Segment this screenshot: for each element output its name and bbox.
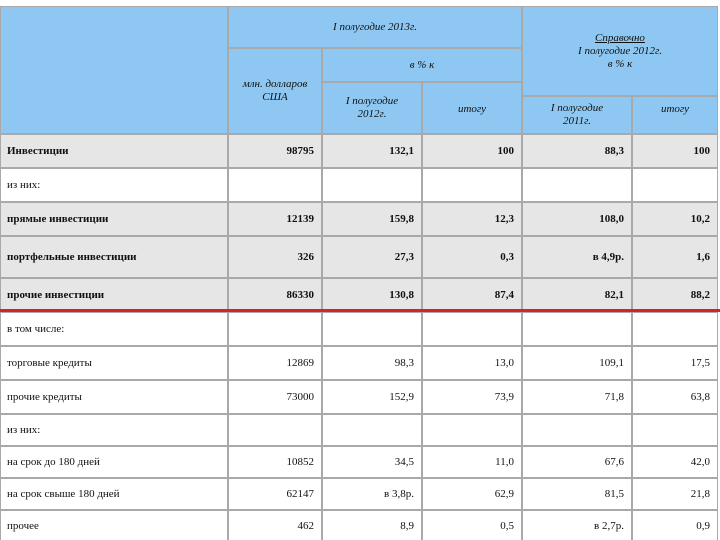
row-7-ref-share: 63,8 xyxy=(632,380,718,414)
row-11-ref-share: 0,9 xyxy=(632,510,718,540)
row-0-ref-share: 100 xyxy=(632,134,718,168)
row-0-vs2012: 132,1 xyxy=(322,134,422,168)
row-3-vs2012: 27,3 xyxy=(322,236,422,278)
row-4-share: 87,4 xyxy=(422,278,522,312)
row-7-mln: 73000 xyxy=(228,380,322,414)
row-2-label: прямые инвестиции xyxy=(0,202,228,236)
row-1-vs2012 xyxy=(322,168,422,202)
row-6-mln: 12869 xyxy=(228,346,322,380)
row-6-label: торговые кредиты xyxy=(0,346,228,380)
row-3-ref-share: 1,6 xyxy=(632,236,718,278)
row-2-vs2012: 159,8 xyxy=(322,202,422,236)
row-9-label: на срок до 180 дней xyxy=(0,446,228,478)
row-9-vs2012: 34,5 xyxy=(322,446,422,478)
row-9-mln: 10852 xyxy=(228,446,322,478)
header-total: итогу xyxy=(422,82,522,134)
row-2-share: 12,3 xyxy=(422,202,522,236)
row-2-ref-vs2011: 108,0 xyxy=(522,202,632,236)
row-3-label: портфельные инвестиции xyxy=(0,236,228,278)
row-5-ref-vs2011 xyxy=(522,312,632,346)
row-4-vs2012: 130,8 xyxy=(322,278,422,312)
row-1-ref-vs2011 xyxy=(522,168,632,202)
row-8-label: из них: xyxy=(0,414,228,446)
row-6-share: 13,0 xyxy=(422,346,522,380)
row-7-label: прочие кредиты xyxy=(0,380,228,414)
row-1-ref-share xyxy=(632,168,718,202)
row-8-ref-vs2011 xyxy=(522,414,632,446)
row-11-ref-vs2011: в 2,7р. xyxy=(522,510,632,540)
row-10-vs2012: в 3,8р. xyxy=(322,478,422,510)
row-11-mln: 462 xyxy=(228,510,322,540)
row-4-ref-share: 88,2 xyxy=(632,278,718,312)
row-2-mln: 12139 xyxy=(228,202,322,236)
row-11-label: прочее xyxy=(0,510,228,540)
row-8-share xyxy=(422,414,522,446)
row-10-mln: 62147 xyxy=(228,478,322,510)
header-mln-usd: млн. долларов США xyxy=(228,48,322,134)
row-10-ref-share: 21,8 xyxy=(632,478,718,510)
row-2-ref-share: 10,2 xyxy=(632,202,718,236)
row-3-ref-vs2011: в 4,9р. xyxy=(522,236,632,278)
row-0-mln: 98795 xyxy=(228,134,322,168)
row-9-ref-share: 42,0 xyxy=(632,446,718,478)
header-reference: Справочно I полугодие 2012г. в % к xyxy=(522,6,718,96)
header-h1-2012: I полугодие 2012г. xyxy=(322,82,422,134)
header-reference-title: Справочно xyxy=(595,31,645,44)
row-9-share: 11,0 xyxy=(422,446,522,478)
row-5-label: в том числе: xyxy=(0,312,228,346)
row-7-ref-vs2011: 71,8 xyxy=(522,380,632,414)
row-5-vs2012 xyxy=(322,312,422,346)
header-reference-period: I полугодие 2012г. xyxy=(578,44,662,57)
header-label-corner xyxy=(0,6,228,134)
header-h1-2011: I полугодие 2011г. xyxy=(522,96,632,134)
row-9-ref-vs2011: 67,6 xyxy=(522,446,632,478)
red-divider-line xyxy=(0,309,720,312)
row-8-mln xyxy=(228,414,322,446)
row-10-share: 62,9 xyxy=(422,478,522,510)
row-3-mln: 326 xyxy=(228,236,322,278)
row-8-vs2012 xyxy=(322,414,422,446)
row-10-label: на срок свыше 180 дней xyxy=(0,478,228,510)
row-1-label: из них: xyxy=(0,168,228,202)
row-0-ref-vs2011: 88,3 xyxy=(522,134,632,168)
row-4-ref-vs2011: 82,1 xyxy=(522,278,632,312)
row-1-share xyxy=(422,168,522,202)
header-pct-to: в % к xyxy=(322,48,522,82)
row-7-vs2012: 152,9 xyxy=(322,380,422,414)
row-3-share: 0,3 xyxy=(422,236,522,278)
row-5-ref-share xyxy=(632,312,718,346)
row-4-mln: 86330 xyxy=(228,278,322,312)
header-period-2013: I полугодие 2013г. xyxy=(228,6,522,48)
row-5-mln xyxy=(228,312,322,346)
row-11-vs2012: 8,9 xyxy=(322,510,422,540)
row-0-label: Инвестиции xyxy=(0,134,228,168)
row-10-ref-vs2011: 81,5 xyxy=(522,478,632,510)
row-7-share: 73,9 xyxy=(422,380,522,414)
row-8-ref-share xyxy=(632,414,718,446)
row-11-share: 0,5 xyxy=(422,510,522,540)
header-reference-pct: в % к xyxy=(607,57,633,70)
row-6-ref-vs2011: 109,1 xyxy=(522,346,632,380)
row-6-ref-share: 17,5 xyxy=(632,346,718,380)
row-0-share: 100 xyxy=(422,134,522,168)
row-1-mln xyxy=(228,168,322,202)
row-4-label: прочие инвестиции xyxy=(0,278,228,312)
header-total-ref: итогу xyxy=(632,96,718,134)
row-5-share xyxy=(422,312,522,346)
row-6-vs2012: 98,3 xyxy=(322,346,422,380)
